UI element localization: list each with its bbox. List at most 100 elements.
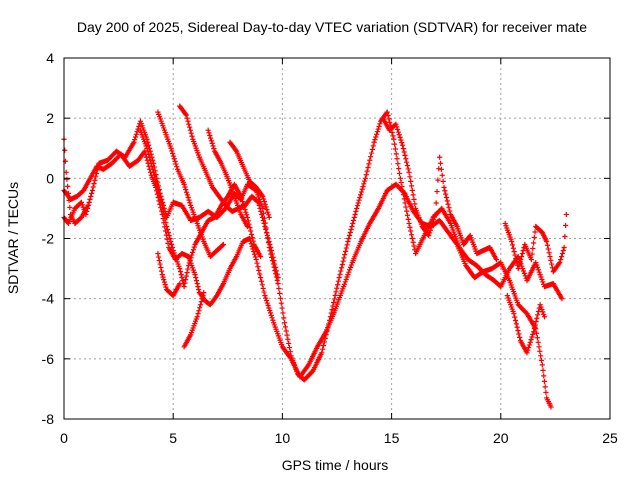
data-point: [534, 264, 541, 270]
data-point: [429, 222, 435, 228]
data-point: [189, 252, 195, 258]
data-point: [182, 280, 188, 286]
data-point: [521, 270, 527, 276]
data-point: [185, 194, 191, 201]
data-point: [79, 202, 85, 208]
data-point: [274, 271, 280, 277]
data-point: [183, 273, 189, 279]
data-point: [355, 200, 361, 206]
data-point: [387, 119, 393, 125]
data-point: [150, 169, 157, 175]
data-point: [411, 243, 417, 249]
data-point: [541, 373, 547, 379]
data-point: [538, 274, 544, 280]
data-point: [365, 164, 371, 171]
data-point: [263, 204, 269, 210]
data-point: [407, 224, 413, 230]
data-point: [446, 205, 452, 211]
data-point: [339, 261, 345, 268]
data-point: [343, 245, 349, 251]
data-point: [331, 299, 337, 306]
data-point: [537, 302, 543, 308]
data-point: [556, 261, 562, 267]
data-point: [169, 148, 175, 154]
data-point: [168, 238, 174, 245]
data-point: [177, 268, 184, 275]
data-point: [540, 279, 546, 285]
data-point: [341, 255, 347, 261]
data-point: [515, 328, 521, 334]
data-point: [319, 350, 325, 356]
data-point: [534, 315, 540, 321]
data-point: [169, 244, 175, 251]
data-point: [436, 166, 442, 172]
data-point: [156, 190, 162, 196]
data-point: [266, 214, 272, 221]
data-point: [160, 208, 166, 215]
data-point: [562, 222, 569, 229]
data-point: [435, 177, 441, 183]
data-point: [541, 314, 548, 320]
data-point: [144, 145, 150, 151]
x-tick-label: 20: [493, 430, 509, 446]
data-point: [256, 267, 262, 273]
data-point: [533, 330, 540, 336]
data-point: [286, 344, 293, 351]
data-point: [443, 194, 450, 201]
data-point: [513, 255, 519, 262]
data-point: [260, 285, 266, 292]
data-point: [513, 321, 519, 327]
data-point: [392, 146, 399, 152]
data-point: [493, 256, 500, 263]
data-point: [533, 259, 539, 266]
data-point: [261, 199, 267, 205]
data-point: [145, 148, 151, 154]
data-point: [542, 384, 548, 390]
data-point: [537, 272, 543, 278]
data-point: [544, 238, 550, 245]
data-point: [403, 204, 409, 210]
data-point: [518, 256, 524, 263]
data-point: [528, 337, 534, 343]
data-point: [401, 149, 407, 155]
data-point: [540, 309, 546, 315]
data-point: [535, 267, 541, 273]
data-point: [411, 196, 417, 202]
data-point: [375, 126, 381, 132]
data-point: [386, 116, 392, 122]
y-axis-label: SDTVAR / TECUs: [5, 182, 21, 294]
data-point: [519, 250, 525, 257]
data-point: [239, 196, 245, 202]
data-point: [259, 214, 266, 221]
data-point: [536, 269, 542, 275]
data-point: [537, 348, 543, 354]
data-point: [275, 281, 281, 287]
data-point: [155, 184, 161, 190]
data-point: [548, 404, 554, 410]
data-point: [329, 307, 335, 313]
data-point: [359, 186, 365, 192]
data-point: [353, 208, 359, 215]
data-point: [158, 197, 164, 203]
data-point: [350, 220, 356, 227]
data-point: [558, 256, 564, 263]
data-point: [431, 217, 437, 223]
data-point: [173, 161, 179, 167]
x-axis-label: GPS time / hours: [282, 457, 389, 473]
data-point: [195, 311, 201, 317]
data-point: [283, 328, 289, 334]
y-tick-label: -8: [42, 411, 55, 427]
data-point: [527, 339, 533, 345]
data-point: [190, 247, 197, 253]
data-point: [165, 229, 171, 236]
data-point: [159, 205, 166, 211]
data-point: [384, 109, 390, 115]
data-point: [265, 212, 272, 218]
series-track-12: [502, 211, 569, 275]
data-point: [264, 300, 270, 306]
data-point: [394, 156, 400, 162]
data-point: [184, 269, 190, 276]
data-point: [285, 336, 291, 342]
data-point: [195, 284, 201, 290]
data-point: [264, 232, 270, 239]
